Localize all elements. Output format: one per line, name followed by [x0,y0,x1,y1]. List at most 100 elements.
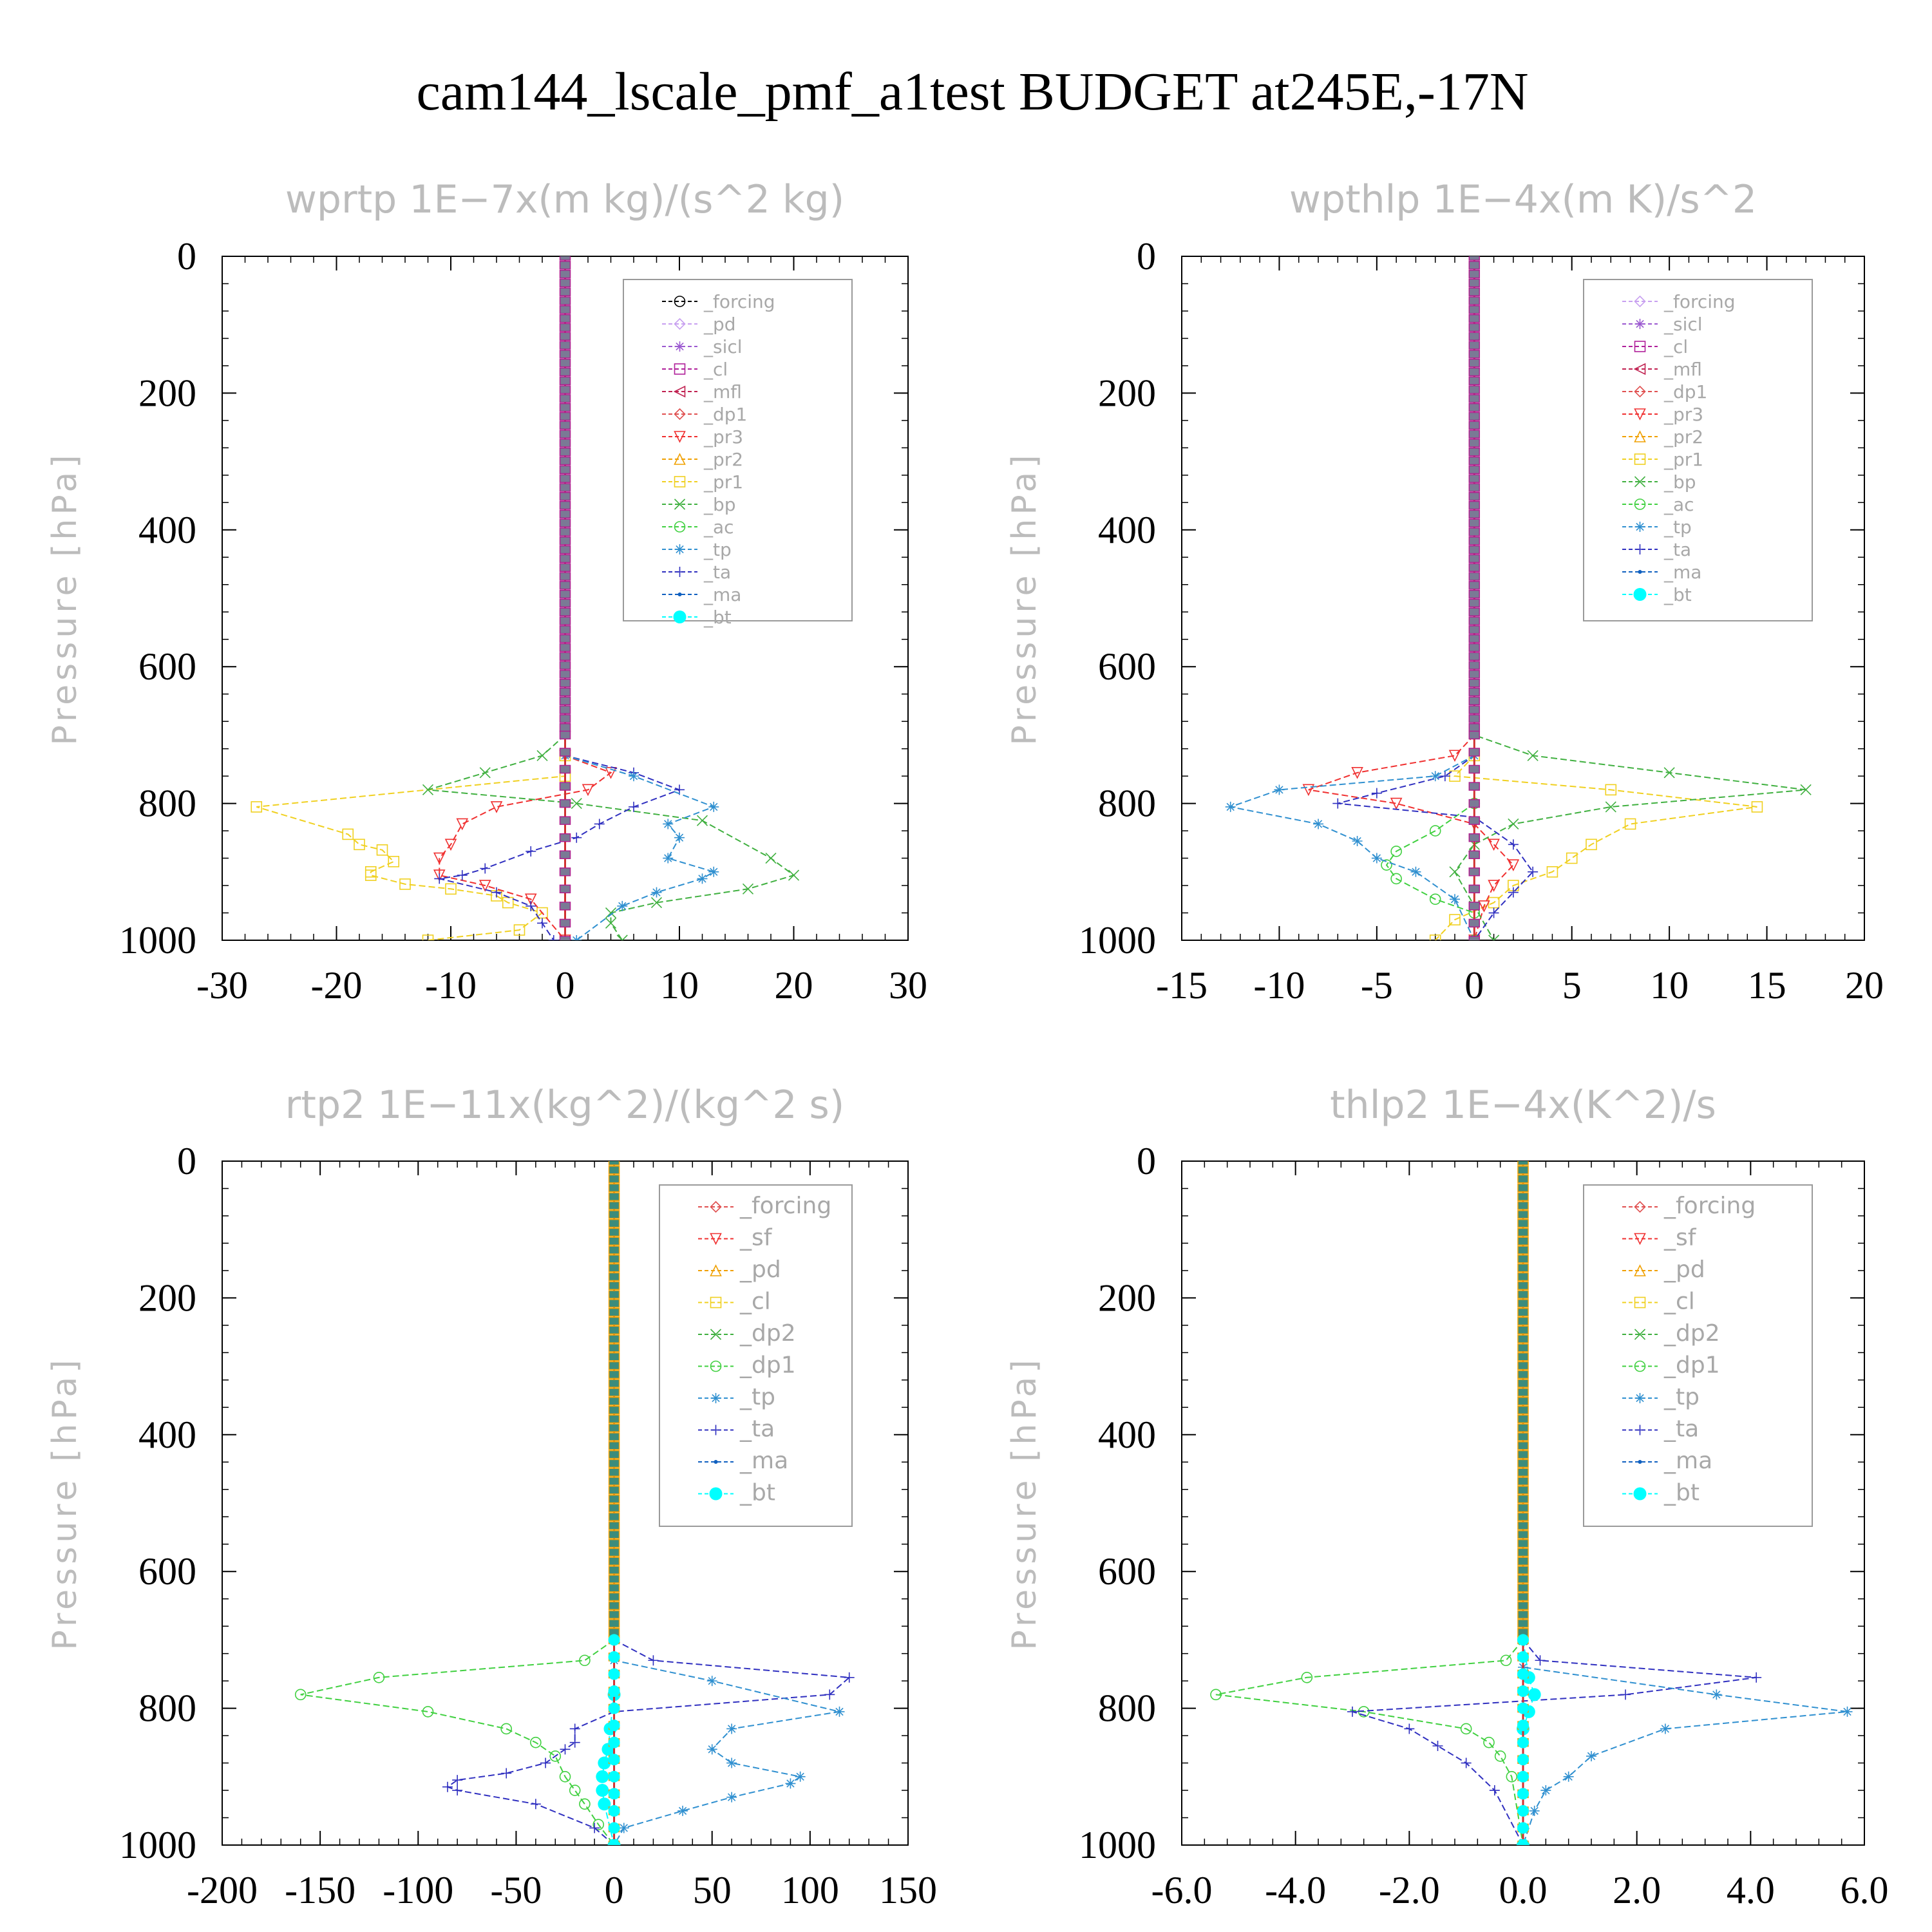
y-tick-label: 600 [138,1550,196,1593]
zero-marker [559,607,571,616]
legend-label: _dp1 [739,1352,796,1379]
zero-marker [1468,563,1481,572]
zero-marker [1468,439,1481,448]
data-point [530,1799,541,1810]
bt-marker [608,1719,620,1732]
zero-marker [1468,625,1481,634]
legend-marker [709,1487,723,1501]
data-point [663,819,674,829]
data-point [1404,1723,1415,1734]
data-point [1410,866,1421,877]
zero-marker [559,402,571,412]
data-point [617,900,628,911]
data-point [1332,798,1343,809]
data-point [706,1676,717,1687]
legend-entry: _ma [1622,1448,1712,1474]
data-point [726,1792,737,1803]
series-pr3 [1302,734,1520,940]
legend-marker [1633,588,1647,601]
legend-entry: _tp [1622,1384,1700,1410]
data-point [1450,894,1460,905]
legend-marker [710,1264,722,1276]
legend-entry: _pr1 [1622,449,1703,470]
legend-entry: _pd [698,1256,781,1283]
zero-marker [1468,367,1481,377]
legend-marker [1634,1425,1645,1435]
legend-entry: _forcing [662,291,775,312]
data-point [251,801,263,813]
data-point [1449,914,1461,925]
legend-label: _forcing [1663,291,1736,312]
zero-marker [608,1486,620,1495]
zero-marker [608,1299,620,1308]
bt-marker [1517,1702,1529,1714]
legend-entry: _ta [1622,1416,1699,1443]
legend-label: _dp1 [1663,381,1707,402]
bt-marker [1517,1754,1529,1766]
zero-marker [608,1236,620,1246]
zero-marker [1468,687,1481,697]
zero-marker [1468,902,1481,911]
zero-marker [1517,1566,1529,1575]
y-axis-label: Pressure [hPa] [46,451,84,746]
legend-label: _tp [739,1384,775,1410]
data-point [376,844,388,856]
data-point [1302,784,1315,797]
x-tick-label: 10 [1650,964,1689,1007]
zero-marker [1468,256,1481,261]
zero-marker [1517,1388,1529,1397]
zero-marker [1517,1610,1529,1619]
legend-entry: _ta [698,1416,775,1443]
x-tick-label: 4.0 [1727,1869,1775,1911]
y-tick-label: 1000 [1079,1824,1156,1866]
zero-marker [559,661,571,670]
zero-marker [1468,341,1481,350]
data-point [399,878,411,890]
bt-marker [1517,1770,1529,1783]
zero-marker [559,748,571,757]
legend: _forcing_pd_sicl_cl_mfl_dp1_pr3_pr2_pr1_… [623,279,853,628]
zero-marker [1517,1343,1529,1352]
legend-label: _ta [1663,539,1691,560]
legend-entry: _sf [1622,1225,1697,1251]
zero-marker [1517,1245,1529,1255]
zero-marker [559,589,571,599]
legend-entry: _bt [698,1480,775,1506]
zero-marker [608,1192,620,1201]
bt-marker [1517,1668,1529,1680]
zero-marker [1468,500,1481,510]
series-line [1434,735,1757,940]
data-point [1605,801,1616,813]
data-point [677,1805,688,1816]
zero-marker [608,1352,620,1361]
data-point [560,1744,571,1755]
legend-entry: _pr2 [662,449,743,470]
data-point [490,801,503,813]
legend-label: _bt [1663,1480,1700,1506]
x-tick-label: 150 [879,1869,937,1911]
legend-marker [1634,544,1645,554]
zero-marker [608,1583,620,1593]
data-point [569,1785,581,1796]
legend-marker [673,385,686,398]
legend-entry: _dp1 [1622,381,1707,402]
zero-marker [1517,1512,1529,1521]
y-tick-label: 0 [177,235,196,278]
zero-marker [559,367,571,377]
legend-label: _dp1 [703,404,747,425]
zero-marker [608,1334,620,1343]
data-point [651,887,662,898]
zero-marker [1468,385,1481,394]
zero-marker [559,705,571,714]
data-point [1381,859,1392,871]
x-tick-label: -30 [196,964,248,1007]
data-point [1439,771,1450,782]
zero-marker [1468,545,1481,554]
zero-marker [559,500,571,510]
data-point [342,828,354,840]
zero-marker [559,474,571,483]
data-point [452,1785,463,1796]
chart-panel-2: wpthlp 1E−4x(m K)/s^2 Pressure [hPa] -15 -1… [1005,177,1884,1007]
legend-marker [677,592,682,596]
legend-marker [674,521,686,533]
